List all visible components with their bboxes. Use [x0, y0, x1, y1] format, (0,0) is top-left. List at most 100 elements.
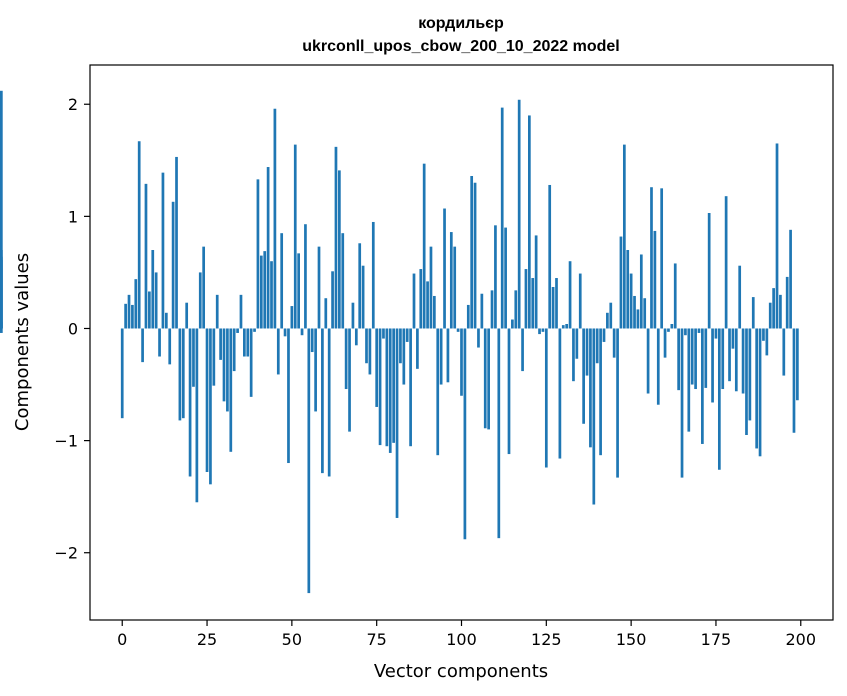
bar-80 — [392, 328, 395, 443]
bar-178 — [724, 196, 728, 329]
y-tick-label: −1 — [54, 432, 78, 451]
bar-115 — [511, 319, 514, 329]
bar-92 — [433, 295, 436, 329]
x-tick-label: 75 — [367, 630, 387, 649]
bar-30 — [222, 328, 226, 402]
bar-114 — [507, 328, 511, 455]
bar-155 — [646, 328, 650, 394]
bar-68 — [351, 302, 355, 329]
bar-141 — [599, 328, 602, 456]
bar-173 — [707, 213, 711, 329]
x-tick-label: 100 — [446, 630, 477, 649]
bar-183 — [741, 328, 745, 394]
bar-144 — [609, 302, 613, 329]
bar-44 — [270, 261, 273, 329]
bar-169 — [694, 328, 697, 390]
y-tick-label: 1 — [68, 207, 78, 226]
chart-subtitle: ukrconll_upos_cbow_200_10_2022 model — [302, 38, 619, 55]
bar-undefined — [0, 90, 3, 329]
bar-175 — [714, 328, 718, 339]
bar-100 — [460, 328, 463, 396]
bar-67 — [348, 328, 351, 432]
bar-20 — [188, 328, 192, 477]
bar-22 — [195, 328, 199, 503]
bar-72 — [365, 328, 368, 364]
bar-186 — [751, 297, 755, 329]
bar-36 — [243, 328, 246, 357]
bar-98 — [453, 246, 457, 329]
bar-184 — [745, 328, 748, 435]
bar-25 — [205, 328, 209, 472]
bar-90 — [426, 281, 429, 329]
bar-7 — [144, 183, 148, 329]
bar-127 — [551, 287, 555, 329]
bar-139 — [592, 328, 596, 505]
bar-91 — [429, 246, 433, 329]
bar-13 — [164, 312, 168, 329]
bar-19 — [185, 302, 189, 329]
bar-122 — [534, 235, 538, 329]
bar-123 — [538, 328, 541, 335]
bar-161 — [667, 328, 670, 332]
bar-55 — [307, 328, 311, 594]
bar-119 — [524, 269, 528, 329]
bar-121 — [531, 278, 535, 329]
y-tick-label: −2 — [54, 544, 78, 563]
x-tick-label: 50 — [282, 630, 302, 649]
bar-37 — [246, 328, 250, 357]
bar-49 — [287, 328, 290, 464]
bar-94 — [439, 328, 443, 385]
x-axis-ticks: 0 25 50 75 100 125 150 175 200 — [117, 620, 816, 649]
bar-147 — [619, 236, 623, 329]
bar-171 — [701, 328, 704, 444]
bar-89 — [422, 163, 426, 329]
bar-undefined — [0, 328, 3, 333]
bar-150 — [629, 273, 633, 329]
bar-11 — [158, 328, 161, 357]
bar-128 — [555, 278, 558, 329]
bar-137 — [585, 328, 589, 376]
bar-179 — [728, 328, 731, 382]
bar-153 — [639, 254, 643, 329]
bar-105 — [477, 328, 480, 348]
bar-61 — [327, 328, 331, 477]
bar-99 — [456, 328, 460, 332]
x-tick-label: 150 — [616, 630, 647, 649]
bar-108 — [487, 328, 490, 430]
bar-65 — [341, 233, 345, 329]
x-tick-label: 200 — [785, 630, 816, 649]
bar-31 — [226, 328, 229, 412]
bar-157 — [653, 230, 657, 329]
bar-50 — [290, 306, 294, 329]
bar-56 — [310, 328, 314, 353]
y-tick-label: 2 — [68, 95, 78, 114]
bar-93 — [436, 328, 440, 456]
bar-29 — [219, 328, 222, 360]
bar-series — [0, 90, 799, 594]
bar-40 — [256, 179, 260, 329]
bar-62 — [331, 271, 334, 329]
bar-159 — [660, 188, 664, 329]
bar-188 — [758, 328, 762, 457]
bar-168 — [690, 328, 694, 385]
bar-199 — [796, 328, 799, 401]
bar-35 — [239, 294, 243, 329]
bar-48 — [283, 328, 287, 337]
bar-73 — [368, 328, 372, 375]
bar-142 — [602, 328, 606, 342]
bar-88 — [419, 269, 423, 329]
bar-59 — [321, 328, 324, 474]
bar-176 — [717, 328, 721, 470]
bar-146 — [616, 328, 619, 478]
bar-47 — [280, 233, 284, 329]
bar-69 — [354, 328, 358, 346]
bar-104 — [473, 182, 477, 329]
x-tick-label: 175 — [701, 630, 732, 649]
bar-38 — [249, 328, 253, 397]
bar-192 — [772, 288, 775, 329]
bar-191 — [768, 302, 772, 329]
bar-8 — [148, 291, 151, 329]
x-tick-label: 0 — [117, 630, 127, 649]
bar-46 — [276, 328, 280, 375]
